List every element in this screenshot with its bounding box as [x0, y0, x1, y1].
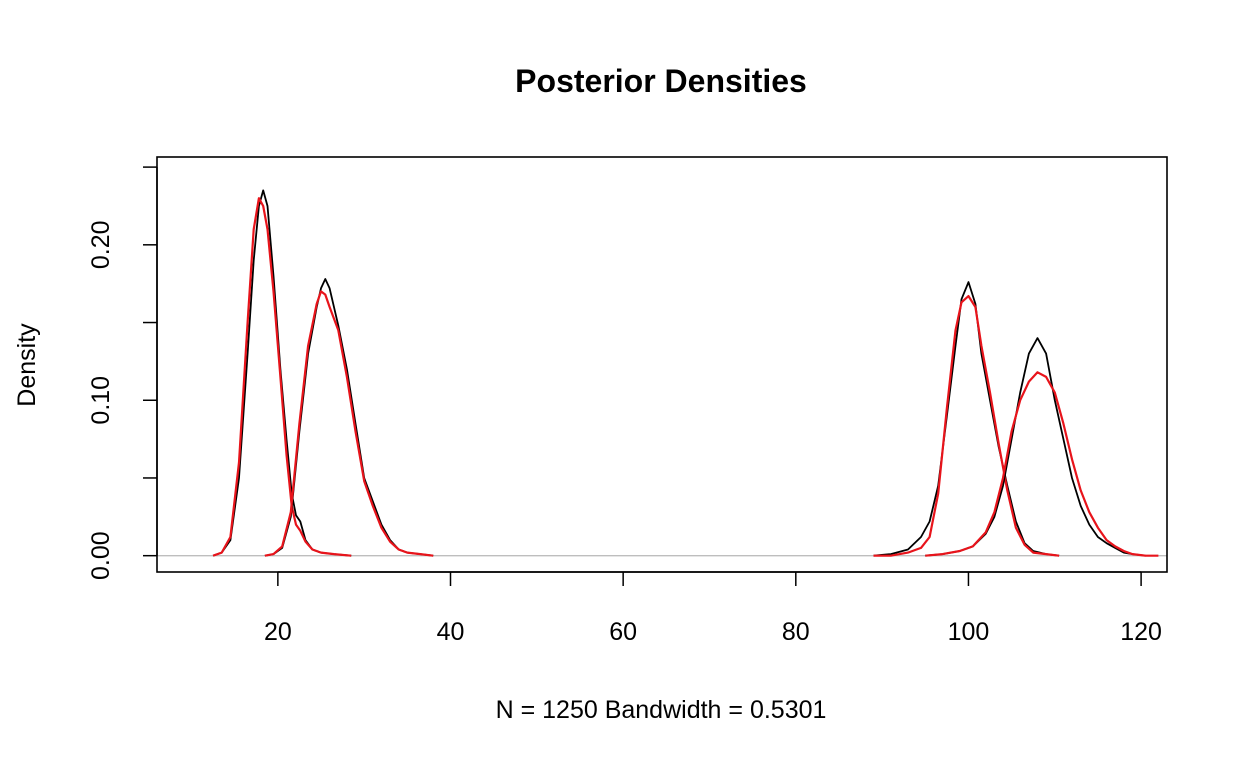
x-tick-label: 80	[782, 618, 810, 646]
x-axis-label: N = 1250 Bandwidth = 0.5301	[496, 696, 827, 724]
series-layer	[212, 189, 1159, 557]
y-tick-label: 0.20	[87, 220, 115, 269]
chart-title: Posterior Densities	[515, 63, 807, 99]
y-axis-label: Density	[13, 323, 41, 407]
density-curve-8	[925, 371, 1159, 557]
density-curve-2	[212, 197, 352, 557]
density-curve-6	[873, 295, 1060, 557]
y-tick-label: 0.00	[87, 531, 115, 580]
y-tick-label: 0.10	[87, 376, 115, 425]
x-tick-label: 40	[437, 618, 465, 646]
x-tick-label: 120	[1120, 618, 1162, 646]
x-tick-label: 20	[264, 618, 292, 646]
density-curve-4	[264, 290, 434, 557]
x-tick-label: 100	[948, 618, 990, 646]
x-tick-label: 60	[609, 618, 637, 646]
plot-frame	[156, 156, 1168, 573]
axes-layer: 20 40 60 80 100 120 0.00 0.10 0.20	[87, 166, 1162, 646]
